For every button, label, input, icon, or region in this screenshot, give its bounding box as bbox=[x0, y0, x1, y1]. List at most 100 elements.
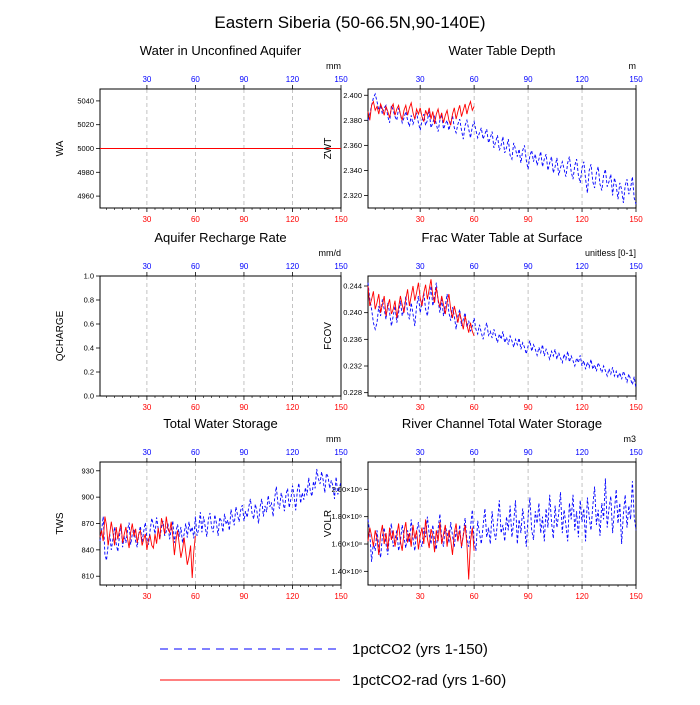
x-tick-label-top-30: 30 bbox=[416, 448, 425, 457]
x-tick-label-bottom-60: 60 bbox=[470, 592, 479, 601]
y-axis-label-fcov: FCOV bbox=[323, 322, 334, 350]
x-tick-label-bottom-90: 90 bbox=[524, 215, 533, 224]
x-tick-label-bottom-60: 60 bbox=[191, 215, 200, 224]
x-tick-label-bottom-30: 30 bbox=[416, 215, 425, 224]
x-tick-label-top-30: 30 bbox=[142, 262, 151, 271]
x-tick-label-top-90: 90 bbox=[239, 448, 248, 457]
units-label-qcharge: mm/d bbox=[319, 248, 342, 258]
figure-title: Eastern Siberia (50-66.5N,90-140E) bbox=[214, 13, 485, 32]
x-tick-label-top-30: 30 bbox=[142, 448, 151, 457]
y-axis-label-zwt: ZWT bbox=[323, 138, 334, 160]
legend: 1pctCO2 (yrs 1-150) 1pctCO2-rad (yrs 1-6… bbox=[160, 641, 506, 689]
x-tick-label-bottom-90: 90 bbox=[239, 215, 248, 224]
x-tick-label-top-90: 90 bbox=[524, 75, 533, 84]
x-tick-label-bottom-150: 150 bbox=[334, 215, 348, 224]
x-tick-label-top-60: 60 bbox=[470, 448, 479, 457]
x-tick-label-bottom-30: 30 bbox=[416, 592, 425, 601]
units-label-fcov: unitless [0-1] bbox=[585, 248, 636, 258]
y-tick-label-3: 0.6 bbox=[84, 320, 94, 329]
units-label-wa: mm bbox=[326, 61, 341, 71]
panel-title-fcov: Frac Water Table at Surface bbox=[421, 230, 582, 245]
series-line-volr-1pctco2-rad bbox=[367, 519, 475, 580]
x-tick-label-bottom-120: 120 bbox=[286, 215, 300, 224]
y-tick-label-4: 5040 bbox=[77, 96, 94, 105]
x-tick-label-top-150: 150 bbox=[629, 75, 643, 84]
y-axis-label-wa: WA bbox=[55, 140, 66, 156]
y-tick-label-2: 5000 bbox=[77, 144, 94, 153]
panel-zwt: Water Table Depth m 30 30 60 60 90 90 120 120 150 1… bbox=[323, 43, 643, 224]
x-tick-label-top-90: 90 bbox=[239, 75, 248, 84]
x-tick-label-top-150: 150 bbox=[629, 262, 643, 271]
y-tick-label-0: 0.228 bbox=[343, 388, 362, 397]
x-tick-label-top-60: 60 bbox=[470, 262, 479, 271]
x-tick-label-bottom-150: 150 bbox=[629, 215, 643, 224]
y-axis-label-tws: TWS bbox=[55, 512, 66, 535]
x-tick-label-top-60: 60 bbox=[191, 448, 200, 457]
y-tick-label-2: 870 bbox=[81, 519, 94, 528]
y-axis-label-volr: VOLR bbox=[323, 510, 334, 537]
x-tick-label-top-30: 30 bbox=[142, 75, 151, 84]
x-tick-label-top-60: 60 bbox=[191, 262, 200, 271]
x-tick-label-top-120: 120 bbox=[286, 75, 300, 84]
units-label-volr: m3 bbox=[623, 434, 636, 444]
panels: Water in Unconfined Aquifer mm 30 30 60 60 90 9… bbox=[55, 43, 643, 601]
y-tick-label-2: 0.4 bbox=[84, 344, 94, 353]
x-tick-label-bottom-150: 150 bbox=[334, 592, 348, 601]
x-tick-label-bottom-30: 30 bbox=[142, 215, 151, 224]
y-tick-label-0: 810 bbox=[81, 572, 94, 581]
x-tick-label-top-150: 150 bbox=[334, 75, 348, 84]
x-tick-label-bottom-120: 120 bbox=[286, 592, 300, 601]
y-tick-label-2: 1.80×10⁸ bbox=[332, 512, 362, 521]
x-tick-label-top-150: 150 bbox=[334, 448, 348, 457]
x-tick-label-bottom-120: 120 bbox=[286, 403, 300, 412]
series-line-zwt-1pctco2 bbox=[367, 92, 637, 205]
panel-title-volr: River Channel Total Water Storage bbox=[402, 416, 602, 431]
units-label-zwt: m bbox=[629, 61, 637, 71]
x-tick-label-top-120: 120 bbox=[286, 262, 300, 271]
y-tick-label-1: 4980 bbox=[77, 168, 94, 177]
panel-wa: Water in Unconfined Aquifer mm 30 30 60 60 90 9… bbox=[55, 43, 348, 224]
y-axis-label-qcharge: QCHARGE bbox=[55, 310, 66, 361]
x-tick-label-top-120: 120 bbox=[575, 75, 589, 84]
series-line-volr-1pctco2 bbox=[367, 478, 637, 562]
series-line-zwt-1pctco2-rad bbox=[367, 99, 475, 126]
legend-label-1pctco2-rad: 1pctCO2-rad (yrs 1-60) bbox=[352, 672, 506, 689]
y-tick-label-2: 2.360 bbox=[343, 141, 362, 150]
plot-frame-zwt bbox=[367, 88, 637, 209]
y-tick-label-1: 2.340 bbox=[343, 166, 362, 175]
y-tick-label-4: 930 bbox=[81, 466, 94, 475]
x-tick-label-top-120: 120 bbox=[286, 448, 300, 457]
x-tick-label-bottom-150: 150 bbox=[629, 592, 643, 601]
y-tick-label-3: 2.380 bbox=[343, 116, 362, 125]
x-tick-label-bottom-30: 30 bbox=[416, 403, 425, 412]
y-tick-label-4: 0.8 bbox=[84, 296, 94, 305]
series-line-fcov-1pctco2-rad bbox=[367, 279, 475, 337]
x-tick-label-bottom-120: 120 bbox=[575, 592, 589, 601]
panel-volr: River Channel Total Water Storage m3 30 30 6… bbox=[323, 416, 643, 601]
x-tick-label-bottom-90: 90 bbox=[239, 403, 248, 412]
x-tick-label-top-150: 150 bbox=[334, 262, 348, 271]
x-tick-label-top-90: 90 bbox=[239, 262, 248, 271]
x-tick-label-bottom-60: 60 bbox=[191, 592, 200, 601]
y-tick-label-0: 4960 bbox=[77, 192, 94, 201]
y-tick-label-0: 0.0 bbox=[84, 392, 94, 401]
x-tick-label-top-30: 30 bbox=[416, 75, 425, 84]
x-tick-label-bottom-30: 30 bbox=[142, 592, 151, 601]
y-tick-label-1: 1.60×10⁸ bbox=[332, 540, 362, 549]
series-line-tws-1pctco2 bbox=[99, 468, 342, 561]
x-tick-label-bottom-30: 30 bbox=[142, 403, 151, 412]
x-tick-label-bottom-120: 120 bbox=[575, 403, 589, 412]
y-tick-label-0: 2.320 bbox=[343, 191, 362, 200]
series-line-tws-1pctco2-rad bbox=[99, 516, 196, 579]
panel-title-wa: Water in Unconfined Aquifer bbox=[140, 43, 302, 58]
x-tick-label-top-60: 60 bbox=[191, 75, 200, 84]
y-tick-label-4: 0.244 bbox=[343, 282, 362, 291]
y-tick-label-3: 0.240 bbox=[343, 308, 362, 317]
x-tick-label-top-60: 60 bbox=[470, 75, 479, 84]
legend-label-1pctco2: 1pctCO2 (yrs 1-150) bbox=[352, 641, 488, 658]
y-tick-label-3: 5020 bbox=[77, 120, 94, 129]
x-tick-label-top-150: 150 bbox=[629, 448, 643, 457]
